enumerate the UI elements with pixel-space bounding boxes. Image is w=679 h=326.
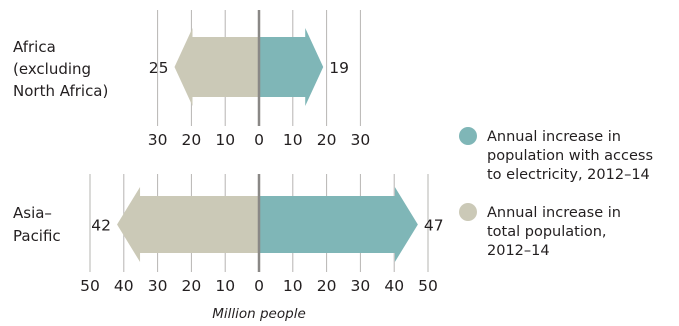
panel-2-tick-label: 10 — [215, 277, 235, 295]
panel-1-population-value: 25 — [149, 59, 169, 77]
panel-2-electricity-value: 47 — [424, 217, 444, 235]
panel-2-population-value: 42 — [91, 217, 111, 235]
panel-2-tick-label: 40 — [114, 277, 134, 295]
panel-2-tick-label: 40 — [384, 277, 404, 295]
x-axis-label: Million people — [212, 306, 306, 322]
panel-2-category-label: Asia– — [13, 204, 52, 222]
panel-2-tick-label: 20 — [317, 277, 337, 295]
legend-label-1: Annual increase in — [487, 129, 621, 145]
panel-2-population-arrow — [117, 187, 259, 262]
panel-1-electricity-arrow — [259, 28, 324, 106]
panel-2-tick-label: 50 — [418, 277, 438, 295]
panel-1-electricity-value: 19 — [329, 59, 349, 77]
panel-2-tick-label: 0 — [254, 277, 264, 295]
panel-2-tick-label: 10 — [283, 277, 303, 295]
panel-2-tick-label: 50 — [80, 277, 100, 295]
panel-2-category-label: Pacific — [13, 227, 61, 245]
panel-1-tick-label: 30 — [351, 131, 371, 149]
panel-1-category-label: (excluding — [13, 60, 91, 78]
panel-2-electricity-arrow — [259, 187, 418, 262]
legend-label-2: Annual increase in — [487, 205, 621, 221]
panel-2-tick-label: 30 — [148, 277, 168, 295]
legend-swatch-1 — [459, 127, 477, 145]
panel-1-tick-label: 20 — [182, 131, 202, 149]
panel-1-category-label: North Africa) — [13, 82, 108, 100]
panel-2-tick-label: 20 — [182, 277, 202, 295]
legend-label-1: to electricity, 2012–14 — [487, 167, 650, 183]
panel-1-tick-label: 10 — [283, 131, 303, 149]
panel-1-tick-label: 0 — [254, 131, 264, 149]
legend-swatch-2 — [459, 203, 477, 221]
panel-1-tick-label: 30 — [148, 131, 168, 149]
panel-2-tick-label: 30 — [351, 277, 371, 295]
panel-1-category-label: Africa — [13, 38, 56, 56]
legend-label-2: total population, — [487, 224, 607, 240]
panel-1-tick-label: 20 — [317, 131, 337, 149]
panel-1-tick-label: 10 — [215, 131, 235, 149]
panel-1-population-arrow — [174, 28, 259, 106]
legend-label-1: population with access — [487, 148, 653, 164]
legend-label-2: 2012–14 — [487, 243, 550, 259]
